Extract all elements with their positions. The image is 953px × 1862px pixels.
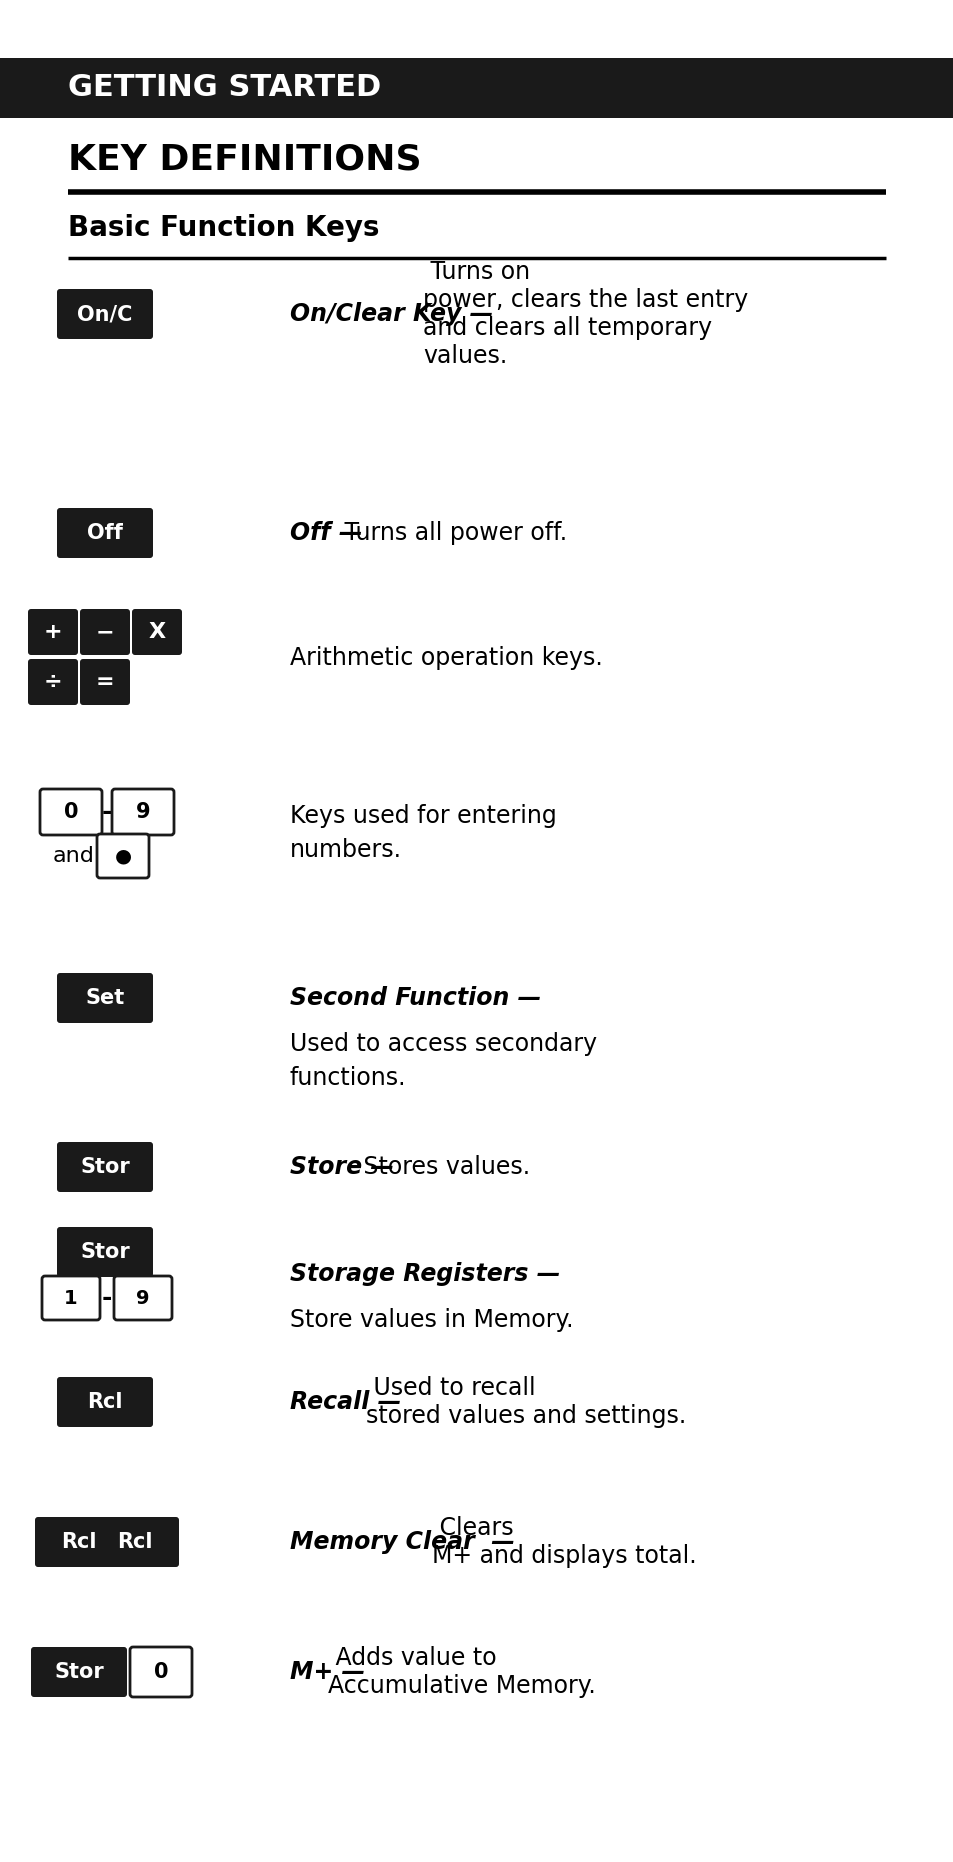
FancyBboxPatch shape (80, 609, 130, 655)
FancyBboxPatch shape (112, 789, 173, 834)
FancyBboxPatch shape (35, 1518, 123, 1568)
FancyBboxPatch shape (130, 1648, 192, 1696)
Text: 9: 9 (136, 1289, 150, 1307)
Text: Set: Set (85, 989, 125, 1007)
Text: Rcl: Rcl (61, 1532, 96, 1553)
Text: Used to recall
stored values and settings.: Used to recall stored values and setting… (366, 1376, 685, 1428)
Text: -: - (102, 1287, 112, 1311)
Text: −: − (95, 622, 114, 642)
Text: 1: 1 (64, 1289, 78, 1307)
Text: Off —: Off — (290, 521, 362, 546)
Bar (0, 58, 953, 117)
FancyBboxPatch shape (57, 508, 152, 559)
Text: =: = (95, 672, 114, 693)
Text: ●: ● (114, 847, 132, 866)
FancyBboxPatch shape (28, 659, 78, 706)
Text: Basic Function Keys: Basic Function Keys (68, 214, 379, 242)
FancyBboxPatch shape (40, 789, 102, 834)
Text: Stor: Stor (54, 1663, 104, 1681)
Text: M+ —: M+ — (290, 1661, 365, 1683)
Text: Adds value to
Accumulative Memory.: Adds value to Accumulative Memory. (328, 1646, 595, 1698)
Text: Recall —: Recall — (290, 1391, 401, 1413)
Text: Second Function —: Second Function — (290, 987, 540, 1009)
FancyBboxPatch shape (57, 1227, 152, 1277)
FancyBboxPatch shape (42, 1275, 100, 1320)
Text: Stor: Stor (80, 1156, 130, 1177)
Text: Rcl: Rcl (87, 1393, 123, 1411)
Text: 0: 0 (153, 1663, 168, 1681)
Text: Store values in Memory.: Store values in Memory. (290, 1307, 573, 1331)
Text: Turns all power off.: Turns all power off. (337, 521, 567, 546)
Text: Clears
M+ and displays total.: Clears M+ and displays total. (432, 1516, 697, 1568)
FancyBboxPatch shape (57, 974, 152, 1022)
Text: Off: Off (87, 523, 123, 544)
Text: 9: 9 (135, 803, 151, 821)
Text: X: X (149, 622, 166, 642)
Text: Stores values.: Stores values. (356, 1154, 530, 1179)
FancyBboxPatch shape (91, 1518, 179, 1568)
Text: ÷: ÷ (44, 672, 62, 693)
Text: Arithmetic operation keys.: Arithmetic operation keys. (290, 646, 602, 670)
Text: Stor: Stor (80, 1242, 130, 1262)
Text: 0: 0 (64, 803, 78, 821)
Text: Storage Registers —: Storage Registers — (290, 1262, 559, 1287)
Text: KEY DEFINITIONS: KEY DEFINITIONS (68, 143, 421, 177)
FancyBboxPatch shape (80, 659, 130, 706)
Text: GETTING STARTED: GETTING STARTED (68, 73, 381, 102)
Text: and: and (53, 845, 94, 866)
Text: +: + (44, 622, 62, 642)
Text: On/Clear Key —: On/Clear Key — (290, 302, 493, 326)
FancyBboxPatch shape (28, 609, 78, 655)
FancyBboxPatch shape (132, 609, 182, 655)
FancyBboxPatch shape (57, 289, 152, 339)
FancyBboxPatch shape (97, 834, 149, 879)
Text: On/C: On/C (77, 304, 132, 324)
Text: Keys used for entering
numbers.: Keys used for entering numbers. (290, 804, 557, 862)
Text: Turns on
power, clears the last entry
and clears all temporary
values.: Turns on power, clears the last entry an… (422, 261, 747, 367)
Text: Store —: Store — (290, 1154, 394, 1179)
Text: Rcl: Rcl (117, 1532, 152, 1553)
Text: Memory Clear  —: Memory Clear — (290, 1531, 515, 1555)
FancyBboxPatch shape (30, 1648, 127, 1696)
FancyBboxPatch shape (57, 1378, 152, 1426)
FancyBboxPatch shape (57, 1141, 152, 1192)
FancyBboxPatch shape (113, 1275, 172, 1320)
Text: Used to access secondary
functions.: Used to access secondary functions. (290, 1032, 597, 1091)
Text: -: - (102, 801, 112, 825)
